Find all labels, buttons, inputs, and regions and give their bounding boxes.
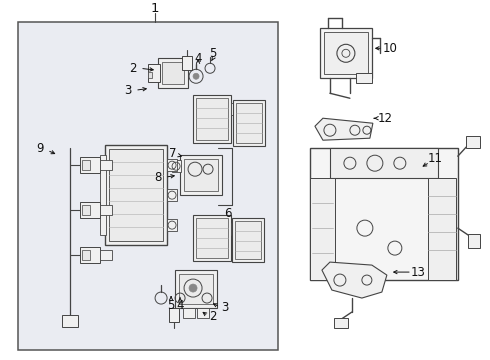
Bar bbox=[193, 215, 231, 261]
Bar bbox=[167, 189, 177, 201]
Bar bbox=[334, 318, 348, 328]
Bar bbox=[428, 178, 456, 280]
Bar bbox=[179, 274, 213, 304]
Text: 3: 3 bbox=[124, 84, 132, 97]
Bar bbox=[466, 136, 480, 148]
Bar bbox=[167, 219, 177, 231]
Bar bbox=[197, 308, 209, 318]
Bar bbox=[80, 157, 100, 173]
Text: 12: 12 bbox=[377, 112, 392, 125]
Bar bbox=[356, 73, 372, 83]
Bar bbox=[310, 148, 458, 280]
Text: 6: 6 bbox=[224, 207, 232, 220]
Bar bbox=[82, 160, 90, 170]
Bar bbox=[182, 56, 192, 70]
Bar bbox=[172, 160, 181, 172]
Bar bbox=[196, 218, 228, 258]
Circle shape bbox=[193, 73, 199, 79]
Bar bbox=[236, 103, 262, 143]
Circle shape bbox=[189, 284, 197, 292]
Bar bbox=[310, 178, 335, 280]
Text: 13: 13 bbox=[411, 266, 425, 279]
Text: 8: 8 bbox=[154, 171, 162, 184]
Bar bbox=[235, 221, 261, 259]
Bar bbox=[148, 64, 160, 82]
Bar bbox=[231, 103, 239, 115]
Bar bbox=[320, 28, 372, 78]
Bar bbox=[193, 95, 231, 143]
Bar bbox=[100, 205, 112, 215]
Bar bbox=[105, 145, 167, 245]
Bar bbox=[82, 205, 90, 215]
Bar bbox=[232, 218, 264, 262]
Polygon shape bbox=[315, 118, 373, 140]
Bar bbox=[324, 32, 368, 74]
Bar bbox=[233, 100, 265, 146]
Text: 5: 5 bbox=[168, 298, 175, 311]
Text: 9: 9 bbox=[36, 142, 44, 155]
Bar bbox=[82, 250, 90, 260]
Bar bbox=[183, 308, 195, 318]
Bar bbox=[167, 159, 177, 171]
Polygon shape bbox=[322, 262, 387, 298]
Bar bbox=[162, 62, 184, 84]
Text: 3: 3 bbox=[221, 301, 229, 314]
Bar bbox=[158, 58, 188, 88]
Text: 2: 2 bbox=[209, 310, 217, 323]
Bar bbox=[231, 223, 239, 235]
Text: 4: 4 bbox=[176, 298, 184, 311]
Text: 2: 2 bbox=[129, 62, 137, 75]
Bar bbox=[62, 315, 78, 327]
Bar bbox=[175, 270, 217, 308]
Bar bbox=[100, 250, 112, 260]
Bar bbox=[109, 149, 163, 241]
Bar bbox=[100, 155, 106, 235]
Bar bbox=[180, 155, 222, 195]
Bar bbox=[468, 234, 480, 248]
Bar bbox=[80, 247, 100, 263]
Text: 10: 10 bbox=[382, 42, 397, 55]
Bar bbox=[18, 22, 278, 350]
Bar bbox=[80, 202, 100, 218]
Text: 11: 11 bbox=[427, 152, 442, 165]
Text: 4: 4 bbox=[195, 52, 202, 65]
Text: 1: 1 bbox=[151, 2, 159, 15]
Bar bbox=[184, 159, 218, 191]
Bar bbox=[330, 148, 438, 178]
Bar bbox=[100, 160, 112, 170]
Bar bbox=[196, 98, 228, 140]
Bar bbox=[148, 72, 152, 78]
Text: 5: 5 bbox=[209, 47, 217, 60]
Text: 7: 7 bbox=[170, 147, 177, 160]
Bar bbox=[169, 308, 179, 322]
